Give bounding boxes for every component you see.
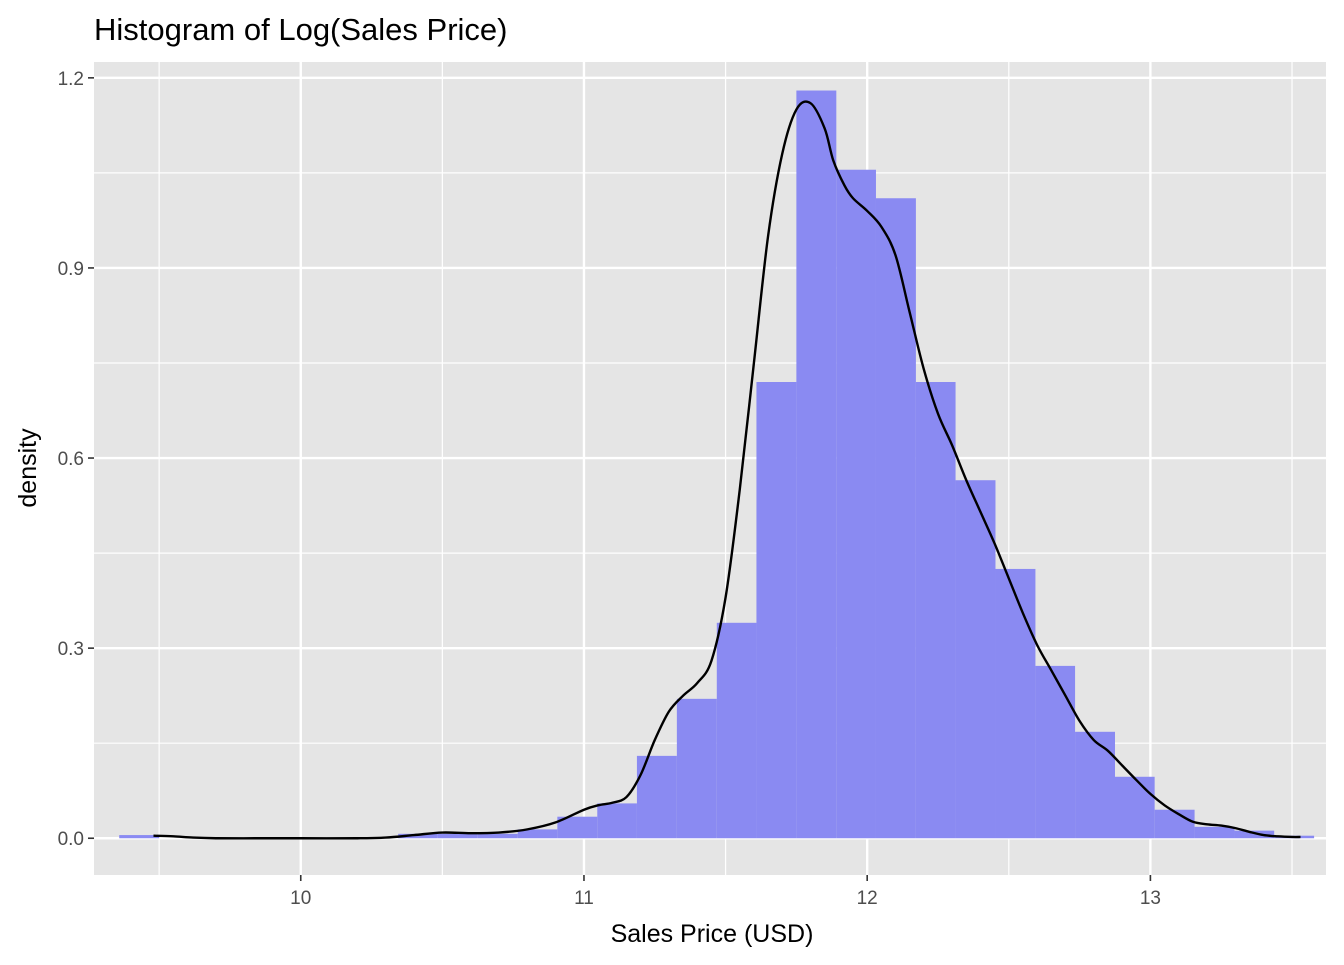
density-curve bbox=[153, 100, 1301, 840]
histogram-bar bbox=[756, 382, 797, 839]
histogram-bar bbox=[1075, 731, 1116, 839]
y-tick-label: 0.9 bbox=[58, 259, 84, 280]
histogram-bar bbox=[1035, 665, 1076, 839]
histogram-bar bbox=[477, 833, 518, 839]
histogram-bar bbox=[676, 698, 717, 839]
histogram-bar bbox=[1194, 826, 1235, 839]
histogram-bar bbox=[437, 833, 478, 839]
y-axis: 0.0 0.3 0.6 0.9 1.2 bbox=[58, 69, 94, 850]
histogram-bar bbox=[716, 622, 757, 839]
y-tick-label: 0.6 bbox=[58, 449, 84, 470]
x-axis: 10 11 12 13 bbox=[290, 875, 1161, 909]
histogram-bar bbox=[836, 169, 876, 839]
histogram-bar bbox=[517, 829, 558, 839]
y-tick-label: 0.0 bbox=[58, 829, 84, 850]
x-axis-title: Sales Price (USD) bbox=[611, 920, 814, 948]
histogram-bar bbox=[597, 803, 637, 839]
histogram-bar bbox=[1154, 809, 1195, 839]
density-curve-group bbox=[153, 100, 1301, 840]
histogram-bars bbox=[119, 90, 1315, 839]
chart-title: Histogram of Log(Sales Price) bbox=[94, 12, 508, 47]
histogram-bar bbox=[1115, 776, 1155, 839]
histogram-bar bbox=[875, 198, 916, 839]
histogram-bar bbox=[995, 568, 1036, 839]
x-tick-label: 12 bbox=[857, 888, 878, 909]
y-tick-label: 0.3 bbox=[58, 639, 84, 660]
histogram-bar bbox=[557, 816, 598, 839]
y-axis-title: density bbox=[14, 428, 42, 508]
histogram-bar bbox=[1234, 830, 1275, 839]
x-tick-label: 10 bbox=[290, 888, 311, 909]
histogram-bar bbox=[955, 480, 996, 839]
x-tick-label: 11 bbox=[574, 888, 594, 909]
histogram-bar bbox=[915, 382, 956, 839]
x-tick-label: 13 bbox=[1140, 888, 1161, 909]
histogram-bar bbox=[119, 835, 160, 839]
y-tick-label: 1.2 bbox=[58, 69, 84, 90]
histogram-bar bbox=[796, 90, 837, 839]
histogram-bar bbox=[398, 833, 438, 839]
